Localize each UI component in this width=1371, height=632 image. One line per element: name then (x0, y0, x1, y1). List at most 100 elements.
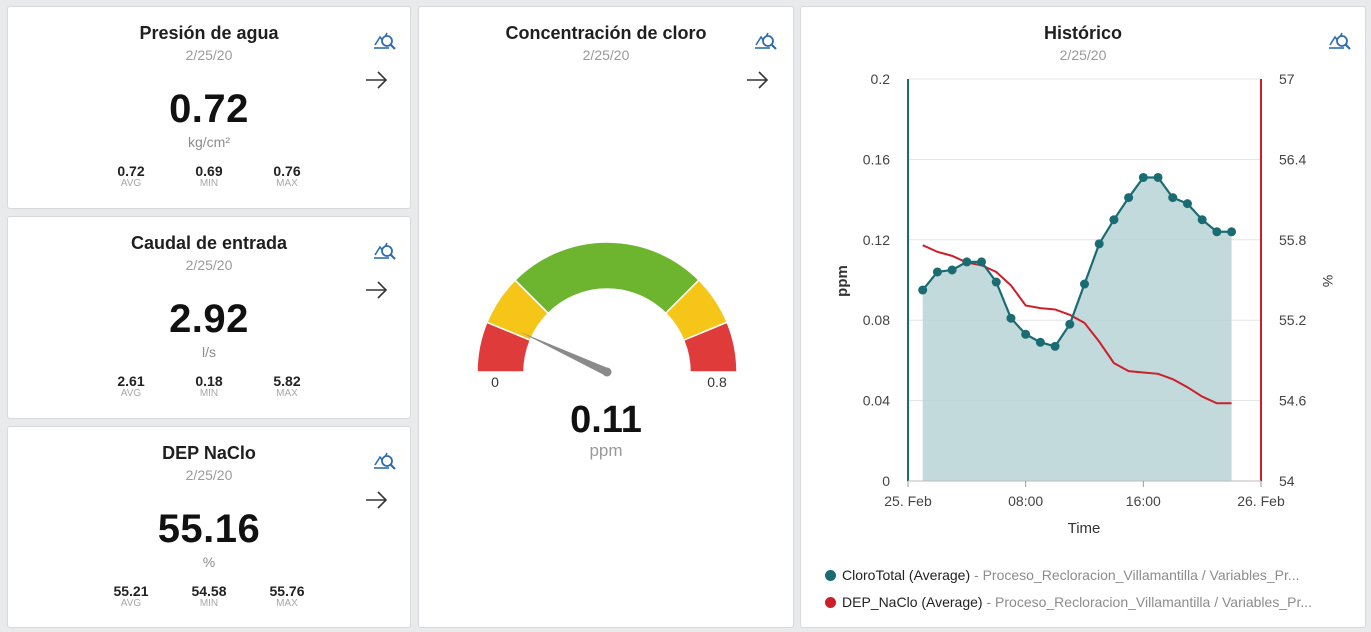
kpi-unit: l/s (202, 344, 216, 360)
data-point-clorototal[interactable] (1124, 193, 1134, 203)
y-tick-label: 0.16 (863, 151, 890, 167)
legend-item-clorototal[interactable]: CloroTotal (Average) - Proceso_Recloraci… (825, 567, 1357, 583)
stat-value: 0.18 (195, 373, 223, 389)
data-point-clorototal[interactable] (1035, 337, 1045, 347)
kpi-unit: % (202, 554, 216, 570)
stat-value: 2.61 (117, 373, 145, 389)
stat-label: AVG (120, 388, 142, 399)
trend-search-icon[interactable] (1327, 27, 1353, 53)
kpi-stat-min: 54.58 MIN (179, 584, 239, 609)
data-point-clorototal[interactable] (1021, 329, 1031, 339)
kpi-stat-min: 0.69 MIN (179, 164, 239, 189)
stat-value: 0.69 (195, 163, 223, 179)
legend-series-source: - Proceso_Recloracion_Villamantilla / Va… (982, 594, 1313, 610)
kpi-stat-avg: 55.21 AVG (101, 584, 161, 609)
series-line-dep-naclo (922, 244, 1232, 405)
x-tick-label: 26. Feb (1237, 493, 1285, 509)
historico-chart: 0 0.04 0.08 0.12 0.16 0.2 54 54.6 55.2 55.8 56.4 57… (834, 71, 1336, 537)
stat-label: MAX (276, 178, 298, 189)
y-tick-label: 0.12 (863, 232, 890, 248)
data-point-clorototal[interactable] (962, 257, 972, 267)
legend-series-source: - Proceso_Recloracion_Villamantilla / Va… (970, 567, 1300, 583)
gauge-value: 0.11 (570, 399, 642, 441)
historico-card: Histórico 2/25/20 0 0.04 0.08 0.12 0.16 0.2 54… (800, 6, 1366, 628)
legend-series-name: DEP_NaClo (Average) (842, 594, 983, 610)
kpi-date: 2/25/20 (185, 257, 233, 273)
y-tick-label: 0.04 (863, 393, 890, 409)
y-tick-label: 0.2 (871, 71, 891, 87)
data-point-clorototal[interactable] (932, 267, 942, 277)
kpi-card-caudal: Caudal de entrada 2/25/20 2.92 l/s 2.61 A… (7, 216, 411, 419)
y2-tick-label: 54.6 (1279, 393, 1306, 409)
trend-search-icon[interactable] (753, 27, 779, 53)
stat-value: 0.72 (117, 163, 145, 179)
gauge-date: 2/25/20 (582, 47, 630, 63)
data-point-clorototal[interactable] (1138, 172, 1148, 182)
y2-tick-label: 57 (1279, 71, 1295, 87)
kpi-value: 55.16 (157, 507, 261, 551)
data-point-clorototal[interactable] (991, 277, 1001, 287)
kpi-stat-avg: 2.61 AVG (101, 374, 161, 399)
data-point-clorototal[interactable] (977, 257, 987, 267)
kpi-card-presion: Presión de agua 2/25/20 0.72 kg/cm² 0.72… (7, 6, 411, 209)
kpi-stat-avg: 0.72 AVG (101, 164, 161, 189)
arrow-right-icon[interactable] (745, 69, 771, 91)
arrow-right-icon[interactable] (364, 69, 390, 91)
stat-label: AVG (120, 598, 142, 609)
y2-tick-label: 56.4 (1279, 151, 1306, 167)
data-point-clorototal[interactable] (1065, 319, 1075, 329)
historico-title: Histórico (1043, 23, 1122, 43)
data-point-clorototal[interactable] (1153, 172, 1163, 182)
data-point-clorototal[interactable] (1227, 227, 1237, 237)
data-point-clorototal[interactable] (918, 285, 928, 295)
y-tick-label: 0.08 (863, 312, 890, 328)
data-point-clorototal[interactable] (1094, 239, 1104, 249)
kpi-date: 2/25/20 (185, 47, 233, 63)
y-axis-label: ppm (834, 265, 851, 297)
trend-search-icon[interactable] (372, 447, 398, 473)
gauge-chart: 0 0.8 (476, 241, 738, 390)
kpi-title: DEP NaClo (162, 443, 256, 463)
x-tick-label: 16:00 (1126, 493, 1161, 509)
data-point-clorototal[interactable] (1212, 227, 1222, 237)
stat-value: 54.58 (191, 583, 227, 599)
gauge-needle (519, 331, 609, 376)
x-axis-label: Time (1068, 520, 1101, 537)
arrow-right-icon[interactable] (364, 489, 390, 511)
trend-search-icon[interactable] (372, 27, 398, 53)
kpi-stat-min: 0.18 MIN (179, 374, 239, 399)
gauge-band-ok (514, 241, 700, 315)
kpi-card-dep-naclo: DEP NaClo 2/25/20 55.16 % 55.21 AVG 54.58… (7, 426, 411, 628)
stat-label: MIN (199, 178, 219, 189)
gauge-max-label: 0.8 (707, 374, 727, 390)
historico-date: 2/25/20 (1059, 47, 1107, 63)
data-point-clorototal[interactable] (1109, 215, 1119, 225)
gauge-unit: ppm (589, 441, 623, 460)
data-point-clorototal[interactable] (1006, 313, 1016, 323)
data-point-clorototal[interactable] (1197, 215, 1207, 225)
y2-tick-label: 54 (1279, 473, 1295, 489)
stat-value: 0.76 (273, 163, 301, 179)
data-point-clorototal[interactable] (1080, 279, 1089, 289)
data-point-clorototal[interactable] (1050, 341, 1060, 351)
kpi-value: 0.72 (169, 87, 249, 131)
data-point-clorototal[interactable] (1182, 199, 1192, 209)
data-point-clorototal[interactable] (1168, 193, 1178, 203)
kpi-stat-max: 5.82 MAX (257, 374, 317, 399)
kpi-date: 2/25/20 (185, 467, 233, 483)
stat-value: 55.21 (113, 583, 149, 599)
y2-tick-label: 55.2 (1279, 312, 1306, 328)
series-area-clorototal (922, 177, 1232, 482)
y2-tick-label: 55.8 (1279, 232, 1306, 248)
data-point-clorototal[interactable] (947, 265, 957, 275)
stat-value: 55.76 (269, 583, 305, 599)
trend-search-icon[interactable] (372, 237, 398, 263)
gauge-card-cloro: Concentración de cloro 2/25/20 0 0.8 0.1… (418, 6, 794, 628)
arrow-right-icon[interactable] (364, 279, 390, 301)
gauge-min-label: 0 (491, 374, 499, 390)
legend-item-dep-naclo[interactable]: DEP_NaClo (Average) - Proceso_Recloracio… (825, 594, 1357, 610)
series-line-clorototal (921, 176, 1232, 348)
kpi-stat-max: 55.76 MAX (257, 584, 317, 609)
stat-label: MIN (199, 598, 219, 609)
legend-dot (825, 597, 836, 608)
